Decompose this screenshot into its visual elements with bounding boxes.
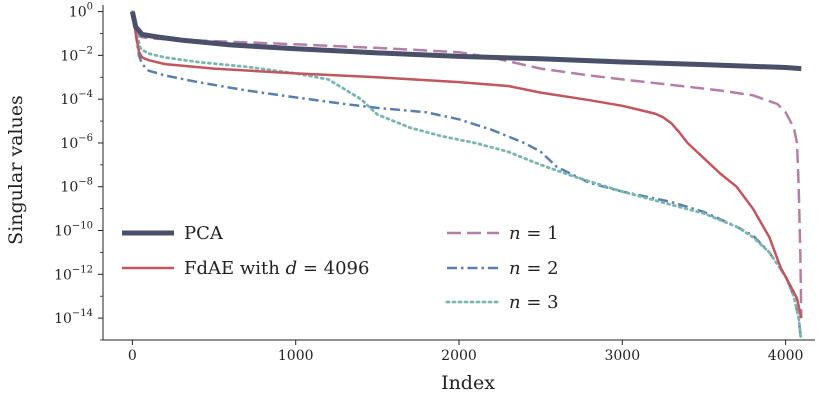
y-tick-label: 10−10 (54, 221, 93, 240)
y-tick-label: 10−14 (54, 308, 93, 327)
legend-label: n = 3 (509, 292, 559, 313)
y-tick-label: 10−2 (60, 45, 93, 64)
y-tick-label: 10−4 (60, 89, 93, 108)
axes-layer: 0 1000 2000 3000 4000 100 10−2 10−4 10−6 10−8 10−1… (54, 2, 815, 364)
series-line (131, 11, 803, 319)
series-line (131, 11, 802, 334)
x-tick-label: 0 (128, 348, 137, 364)
legend-label: n = 1 (509, 223, 559, 244)
y-tick-label: 10−8 (60, 177, 93, 196)
series-layer (129, 10, 803, 342)
legend-label: PCA (184, 223, 224, 244)
x-tick-label: 4000 (768, 348, 804, 364)
x-tick-label: 1000 (278, 348, 314, 364)
x-tick-label: 3000 (604, 348, 640, 364)
y-tick-label: 100 (69, 2, 93, 21)
y-tick-label: 10−6 (60, 133, 93, 152)
legend-label: n = 2 (509, 258, 559, 279)
series-line (131, 10, 803, 342)
y-tick-label: 10−12 (54, 264, 93, 283)
x-tick-label: 2000 (441, 348, 477, 364)
series-line (129, 11, 802, 72)
legend: PCA FdAE with d = 4096 n = 1 n = 2 n = 3 (122, 223, 559, 313)
y-axis-label: Singular values (5, 95, 27, 245)
legend-label: FdAE with d = 4096 (184, 258, 369, 279)
x-axis-label: Index (441, 372, 495, 393)
